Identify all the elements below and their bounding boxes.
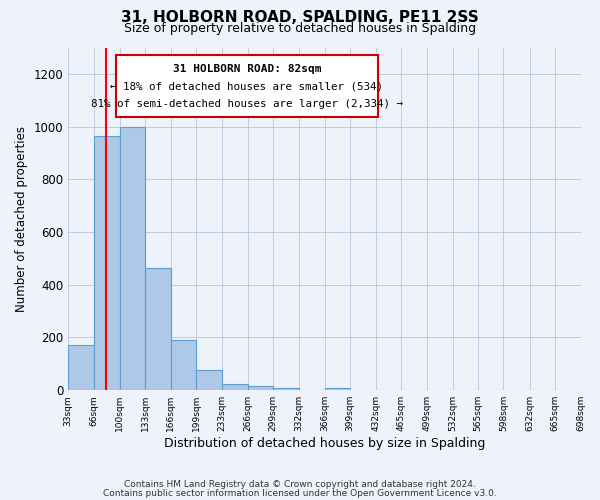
Bar	[222, 384, 248, 390]
Bar	[248, 386, 273, 390]
Bar	[325, 388, 350, 390]
Bar	[196, 370, 222, 390]
X-axis label: Distribution of detached houses by size in Spalding: Distribution of detached houses by size …	[164, 437, 485, 450]
Text: Contains HM Land Registry data © Crown copyright and database right 2024.: Contains HM Land Registry data © Crown c…	[124, 480, 476, 489]
Bar	[273, 388, 299, 390]
Text: 81% of semi-detached houses are larger (2,334) →: 81% of semi-detached houses are larger (…	[91, 98, 403, 108]
Bar	[170, 340, 196, 390]
Text: 31 HOLBORN ROAD: 82sqm: 31 HOLBORN ROAD: 82sqm	[173, 64, 321, 74]
Text: Contains public sector information licensed under the Open Government Licence v3: Contains public sector information licen…	[103, 489, 497, 498]
Text: Size of property relative to detached houses in Spalding: Size of property relative to detached ho…	[124, 22, 476, 35]
Bar	[94, 136, 120, 390]
Bar	[120, 126, 145, 390]
Y-axis label: Number of detached properties: Number of detached properties	[15, 126, 28, 312]
Text: 31, HOLBORN ROAD, SPALDING, PE11 2SS: 31, HOLBORN ROAD, SPALDING, PE11 2SS	[121, 10, 479, 25]
FancyBboxPatch shape	[116, 56, 378, 118]
Bar	[68, 346, 94, 390]
Bar	[145, 268, 170, 390]
Text: ← 18% of detached houses are smaller (534): ← 18% of detached houses are smaller (53…	[110, 82, 383, 92]
